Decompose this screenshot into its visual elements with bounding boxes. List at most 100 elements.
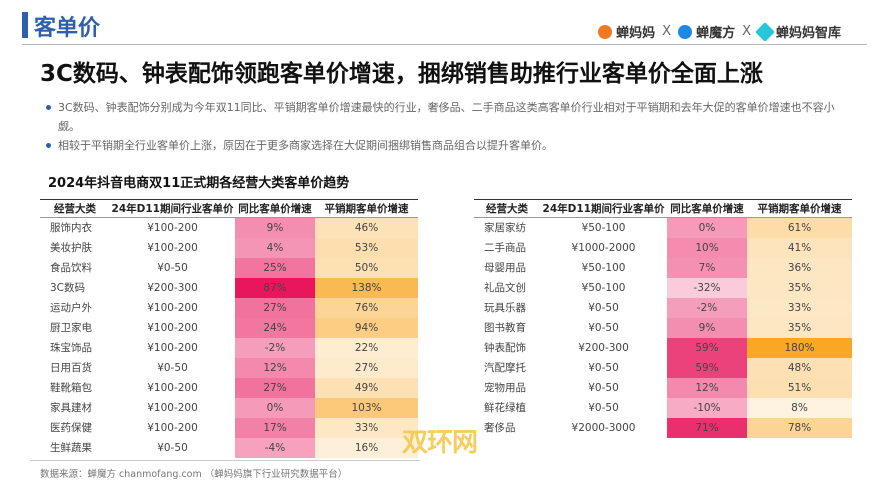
category-cell: 3C数码 [50, 282, 86, 294]
watermark-logo: 双环网 [402, 428, 478, 458]
section-accent-bar [22, 12, 28, 38]
flat-growth-cell: 22% [315, 337, 418, 358]
table-row: 家具建材 ¥100-200 0% 103% [40, 397, 418, 418]
flat-growth-cell: 46% [315, 217, 418, 238]
table-row: 母婴用品 ¥50-100 7% 36% [474, 257, 852, 278]
yoy-growth-cell: 12% [667, 377, 747, 398]
data-source: 数据来源：蝉魔方 chanmofang.com （蝉妈妈旗下行业研究数据平台） [40, 469, 348, 480]
price-cell: ¥200-300 [147, 281, 198, 294]
col-header: 经营大类 [40, 199, 110, 218]
price-cell: ¥100-200 [147, 341, 198, 354]
category-cell: 生鲜蔬果 [50, 442, 92, 454]
flat-growth-cell: 94% [315, 317, 418, 338]
col-header: 24年D11期间行业客单价 [540, 199, 667, 218]
flat-growth-cell: 33% [315, 417, 418, 438]
header-divider [22, 44, 867, 45]
price-cell: ¥100-200 [147, 401, 198, 414]
chanmama-logo-icon [598, 24, 613, 39]
brand-logos: 蝉妈妈 X 蝉魔方 X 蝉妈妈智库 [598, 21, 841, 42]
yoy-growth-cell: 12% [235, 357, 315, 378]
flat-growth-cell: 51% [747, 377, 852, 398]
table-row: 日用百货 ¥0-50 12% 27% [40, 357, 418, 378]
category-cell: 食品饮料 [50, 262, 92, 274]
left-table: 经营大类 24年D11期间行业客单价 同比客单价增速 平销期客单价增速 服饰内衣… [40, 199, 418, 458]
category-cell: 厨卫家电 [50, 322, 92, 334]
table-row: 钟表配饰 ¥200-300 59% 180% [474, 337, 852, 358]
flat-growth-cell: 61% [747, 217, 852, 238]
flat-growth-cell: 50% [315, 257, 418, 278]
yoy-growth-cell: -2% [667, 297, 747, 318]
category-cell: 日用百货 [50, 362, 92, 374]
table-row: 珠宝饰品 ¥100-200 -2% 22% [40, 337, 418, 358]
table-row: 图书教育 ¥0-50 9% 35% [474, 317, 852, 338]
price-cell: ¥100-200 [147, 221, 198, 234]
yoy-growth-cell: 9% [667, 317, 747, 338]
table-row: 运动户外 ¥100-200 27% 76% [40, 297, 418, 318]
chanmofang-logo-icon [678, 24, 693, 39]
price-cell: ¥50-100 [581, 281, 626, 294]
price-cell: ¥0-50 [157, 441, 188, 454]
category-cell: 钟表配饰 [484, 342, 526, 354]
table-row: 鞋靴箱包 ¥100-200 27% 49% [40, 377, 418, 398]
table-row: 玩具乐器 ¥0-50 -2% 33% [474, 297, 852, 318]
price-cell: ¥100-200 [147, 241, 198, 254]
yoy-growth-cell: 7% [667, 257, 747, 278]
section-title: 客单价 [34, 16, 101, 41]
table-row: 美妆护肤 ¥100-200 4% 53% [40, 237, 418, 258]
flat-growth-cell: 138% [315, 277, 418, 298]
flat-growth-cell: 103% [315, 397, 418, 418]
right-table: 经营大类 24年D11期间行业客单价 同比客单价增速 平销期客单价增速 家居家纺… [474, 199, 852, 438]
col-header: 经营大类 [474, 199, 540, 218]
headline: 3C数码、钟表配饰领跑客单价增速，捆绑销售助推行业客单价全面上涨 [40, 61, 763, 87]
yoy-growth-cell: 24% [235, 317, 315, 338]
category-cell: 运动户外 [50, 302, 92, 314]
table-title: 2024年抖音电商双11正式期各经营大类客单价趋势 [48, 176, 350, 191]
col-header: 同比客单价增速 [235, 199, 315, 218]
flat-growth-cell: 41% [747, 237, 852, 258]
yoy-growth-cell: 0% [235, 397, 315, 418]
yoy-growth-cell: -32% [667, 277, 747, 298]
category-cell: 医药保健 [50, 422, 92, 434]
table-row: 礼品文创 ¥50-100 -32% 35% [474, 277, 852, 298]
price-cell: ¥100-200 [147, 301, 198, 314]
table-row: 家居家纺 ¥50-100 0% 61% [474, 217, 852, 238]
yoy-growth-cell: 25% [235, 257, 315, 278]
table-row: 汽配摩托 ¥0-50 59% 48% [474, 357, 852, 378]
category-cell: 鲜花绿植 [484, 402, 526, 414]
category-cell: 家具建材 [50, 402, 92, 414]
brand-name: 蝉妈妈智库 [775, 26, 841, 41]
brand-separator: X [662, 24, 672, 39]
price-cell: ¥0-50 [588, 301, 619, 314]
yoy-growth-cell: 59% [667, 357, 747, 378]
flat-growth-cell: 35% [747, 277, 852, 298]
col-header: 平销期客单价增速 [315, 199, 418, 218]
category-cell: 二手商品 [484, 242, 526, 254]
price-cell: ¥0-50 [588, 401, 619, 414]
brand-name: 蝉魔方 [696, 26, 736, 41]
price-cell: ¥50-100 [581, 261, 626, 274]
flat-growth-cell: 180% [747, 337, 852, 358]
category-cell: 服饰内衣 [50, 222, 92, 235]
flat-growth-cell: 35% [747, 317, 852, 338]
col-header: 24年D11期间行业客单价 [110, 199, 235, 218]
category-cell: 奢侈品 [484, 422, 516, 434]
yoy-growth-cell: 0% [667, 217, 747, 238]
yoy-growth-cell: 87% [235, 277, 315, 298]
yoy-growth-cell: 4% [235, 237, 315, 258]
category-cell: 宠物用品 [484, 382, 526, 394]
yoy-growth-cell: -2% [235, 337, 315, 358]
price-cell: ¥2000-3000 [571, 421, 636, 434]
flat-growth-cell: 78% [747, 417, 852, 438]
flat-growth-cell: 49% [315, 377, 418, 398]
price-cell: ¥100-200 [147, 321, 198, 334]
table-row: 3C数码 ¥200-300 87% 138% [40, 277, 418, 298]
flat-growth-cell: 76% [315, 297, 418, 318]
table-row: 奢侈品 ¥2000-3000 71% 78% [474, 417, 852, 438]
bullet-item: 相较于平销期全行业客单价上涨，原因在于更多商家选择在大促期间捆绑销售商品组合以提… [46, 136, 846, 155]
brand-name: 蝉妈妈 [616, 26, 656, 41]
table-row: 医药保健 ¥100-200 17% 33% [40, 417, 418, 438]
bullet-list: 3C数码、钟表配饰分别成为今年双11同比、平销期客单价增速最快的行业，奢侈品、二… [46, 98, 846, 155]
price-cell: ¥200-300 [578, 341, 629, 354]
footer-divider [30, 460, 420, 461]
yoy-growth-cell: 27% [235, 377, 315, 398]
